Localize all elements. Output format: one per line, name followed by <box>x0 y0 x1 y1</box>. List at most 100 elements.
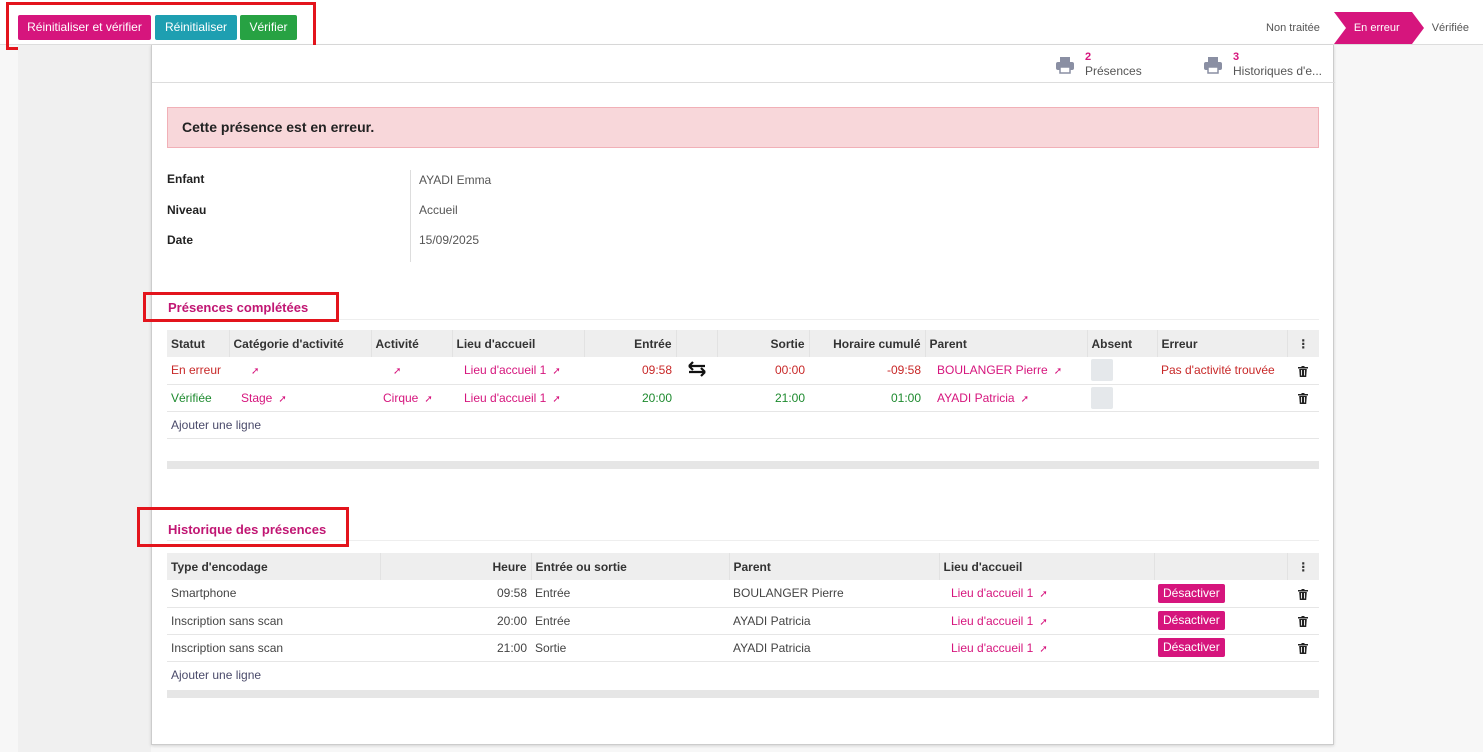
table-header-row: Statut Catégorie d'activité Activité Lie… <box>167 330 1319 357</box>
presences-section-title[interactable]: Présences complétées <box>168 300 309 315</box>
niveau-value[interactable]: Accueil <box>419 203 458 217</box>
add-line-link[interactable]: Ajouter une ligne <box>167 411 1319 439</box>
swap-arrows-icon[interactable] <box>685 360 709 378</box>
row-parent[interactable]: BOULANGER Pierre <box>937 363 1048 378</box>
table-row[interactable]: Inscription sans scan 20:00 Entrée AYADI… <box>167 607 1319 635</box>
niveau-label: Niveau <box>167 203 207 217</box>
table-row[interactable]: Vérifiée Stage ➚ Cirque ➚ Lieu d'accueil 1… <box>167 384 1319 412</box>
table-row[interactable]: En erreur ➚ ➚ Lieu d'accueil 1 ➚ 09:58 00… <box>167 357 1319 385</box>
external-link-icon[interactable]: ➚ <box>552 393 561 405</box>
col-parent[interactable]: Parent <box>729 553 940 580</box>
trash-icon[interactable] <box>1298 642 1308 654</box>
row-sortie[interactable]: 00:00 <box>717 357 809 385</box>
external-link-icon[interactable]: ➚ <box>278 393 287 405</box>
external-link-icon[interactable]: ➚ <box>251 366 260 378</box>
row-lieu[interactable]: Lieu d'accueil 1 <box>464 363 547 378</box>
col-heure[interactable]: Heure <box>380 553 532 580</box>
reset-and-verify-button[interactable]: Réinitialiser et vérifier <box>18 15 151 40</box>
horizontal-scrollbar[interactable] <box>167 690 1319 698</box>
col-parent[interactable]: Parent <box>925 330 1088 357</box>
absent-checkbox[interactable] <box>1091 386 1113 409</box>
deactivate-button[interactable]: Désactiver <box>1158 638 1225 657</box>
external-link-icon[interactable]: ➚ <box>1053 366 1063 378</box>
col-entree[interactable]: Entrée <box>584 330 677 357</box>
historique-section-title[interactable]: Historique des présences <box>168 522 327 537</box>
horizontal-scrollbar[interactable] <box>167 461 1319 469</box>
row-lieu[interactable]: Lieu d'accueil 1 <box>464 390 547 405</box>
col-activite[interactable]: Activité <box>371 330 453 357</box>
section-divider <box>167 319 1319 320</box>
col-sortie[interactable]: Sortie <box>717 330 810 357</box>
column-options[interactable]: ⋮ <box>1287 330 1319 357</box>
row-sortie[interactable]: 21:00 <box>717 384 809 412</box>
row-heure: 20:00 <box>380 607 531 635</box>
trash-icon[interactable] <box>1298 588 1308 600</box>
col-statut[interactable]: Statut <box>167 330 230 357</box>
col-horaire[interactable]: Horaire cumulé <box>809 330 926 357</box>
table-header-row: Type d'encodage Heure Entrée ou sortie P… <box>167 553 1319 580</box>
deactivate-button[interactable]: Désactiver <box>1158 583 1225 603</box>
historique-table: Type d'encodage Heure Entrée ou sortie P… <box>167 553 1319 688</box>
row-entree-sortie: Entrée <box>531 580 729 608</box>
field-separator <box>410 170 411 262</box>
row-lieu[interactable]: Lieu d'accueil 1 <box>951 586 1034 601</box>
row-swap-empty <box>676 384 717 412</box>
row-categorie[interactable]: Stage <box>241 390 273 405</box>
verify-button[interactable]: Vérifier <box>240 15 297 40</box>
trash-icon[interactable] <box>1298 392 1308 404</box>
date-value[interactable]: 15/09/2025 <box>419 233 480 247</box>
col-type[interactable]: Type d'encodage <box>167 553 381 580</box>
external-link-icon[interactable]: ➚ <box>424 393 433 405</box>
add-line-link[interactable]: Ajouter une ligne <box>171 667 262 682</box>
kebab-menu-icon[interactable]: ⋮ <box>1297 336 1310 351</box>
enfant-value[interactable]: AYADI Emma <box>419 173 492 187</box>
historiques-count: 3 <box>1233 51 1240 63</box>
row-activite[interactable]: Cirque <box>383 390 419 405</box>
row-lieu[interactable]: Lieu d'accueil 1 <box>951 640 1034 655</box>
deactivate-button[interactable]: Désactiver <box>1158 611 1225 630</box>
stage-non-traitee[interactable]: Non traitée <box>1266 22 1320 34</box>
table-row[interactable]: Smartphone 09:58 Entrée BOULANGER Pierre… <box>167 580 1319 608</box>
col-erreur[interactable]: Erreur <box>1157 330 1288 357</box>
enfant-label: Enfant <box>167 172 205 186</box>
col-action <box>1154 553 1288 580</box>
column-options[interactable]: ⋮ <box>1287 553 1319 580</box>
control-panel: Réinitialiser et vérifier Réinitialiser … <box>0 0 1483 50</box>
col-lieu[interactable]: Lieu d'accueil <box>452 330 585 357</box>
row-heure: 21:00 <box>380 634 531 662</box>
add-line-row: Ajouter une ligne <box>167 661 1319 688</box>
row-entree[interactable]: 20:00 <box>584 384 676 412</box>
presences-smart-button[interactable]: 2 Présences <box>1055 48 1142 82</box>
external-link-icon[interactable]: ➚ <box>1039 643 1048 655</box>
trash-icon[interactable] <box>1298 615 1308 627</box>
error-alert: Cette présence est en erreur. <box>167 107 1319 148</box>
row-type: Smartphone <box>167 580 380 608</box>
external-link-icon[interactable]: ➚ <box>393 366 402 378</box>
historiques-smart-button[interactable]: 3 Historiques d'e... <box>1203 48 1322 82</box>
row-heure: 09:58 <box>380 580 531 608</box>
row-statut: Vérifiée <box>167 384 229 412</box>
trash-icon[interactable] <box>1298 365 1308 377</box>
row-entree[interactable]: 09:58 <box>584 357 676 385</box>
row-parent[interactable]: AYADI Patricia <box>937 390 1015 405</box>
date-label: Date <box>167 233 194 247</box>
row-entree-sortie: Entrée <box>531 607 729 635</box>
absent-checkbox[interactable] <box>1091 359 1113 382</box>
row-horaire: -09:58 <box>809 357 925 385</box>
external-link-icon[interactable]: ➚ <box>1039 616 1048 628</box>
col-entree-sortie[interactable]: Entrée ou sortie <box>531 553 730 580</box>
col-absent[interactable]: Absent <box>1087 330 1158 357</box>
col-lieu[interactable]: Lieu d'accueil <box>939 553 1155 580</box>
external-link-icon[interactable]: ➚ <box>1020 393 1029 405</box>
printer-icon <box>1204 57 1222 74</box>
external-link-icon[interactable]: ➚ <box>552 366 561 378</box>
background <box>18 45 151 752</box>
table-row[interactable]: Inscription sans scan 21:00 Sortie AYADI… <box>167 634 1319 662</box>
reset-button[interactable]: Réinitialiser <box>155 15 237 40</box>
row-lieu[interactable]: Lieu d'accueil 1 <box>951 613 1034 628</box>
stage-en-erreur[interactable]: En erreur <box>1333 12 1424 44</box>
stage-verifiee[interactable]: Vérifiée <box>1431 22 1469 34</box>
col-categorie[interactable]: Catégorie d'activité <box>229 330 372 357</box>
external-link-icon[interactable]: ➚ <box>1039 589 1048 601</box>
kebab-menu-icon[interactable]: ⋮ <box>1297 559 1310 574</box>
